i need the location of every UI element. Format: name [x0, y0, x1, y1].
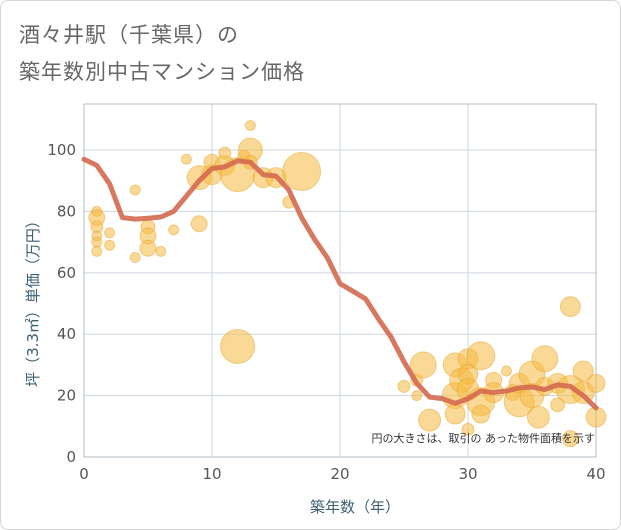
data-point [461, 422, 475, 436]
data-point [561, 430, 579, 448]
data-point [282, 152, 322, 192]
data-point [129, 251, 141, 263]
data-point [531, 345, 559, 373]
data-point [104, 227, 116, 239]
data-point [466, 341, 496, 371]
chart-title-line1: 酒々井駅（千葉県）の [19, 23, 239, 47]
data-point [129, 184, 141, 196]
data-point [471, 404, 491, 424]
plot-area-border [83, 103, 597, 458]
data-point [104, 239, 116, 251]
y-tick-label: 0 [66, 448, 76, 466]
data-point [180, 153, 192, 165]
x-tick-label: 30 [458, 465, 477, 483]
x-axis-title: 築年数（年） [310, 498, 400, 516]
size-note: 円の大きさは、取引の あった物件面積を示す [372, 431, 596, 445]
data-point [168, 224, 180, 236]
y-tick-label: 100 [47, 141, 76, 159]
data-point [91, 245, 103, 257]
data-point [155, 245, 167, 257]
data-point [409, 351, 437, 379]
data-point [190, 215, 208, 233]
data-point [418, 408, 442, 432]
axis-ticks: 0 10 20 30 40 0 20 40 60 80 100 [47, 141, 605, 483]
x-tick-label: 20 [330, 465, 349, 483]
data-point [220, 328, 256, 364]
data-point [139, 239, 157, 257]
data-point [397, 379, 411, 393]
transaction-bubbles [88, 119, 607, 448]
data-point [500, 365, 512, 377]
data-point [218, 146, 232, 160]
data-point [586, 373, 606, 393]
data-point [244, 119, 256, 131]
data-point [91, 236, 103, 248]
trend-line [81, 156, 599, 411]
data-point [526, 405, 550, 429]
y-tick-label: 80 [57, 202, 76, 220]
data-point [411, 390, 423, 402]
data-point [444, 403, 466, 425]
data-point [550, 397, 566, 413]
x-tick-label: 10 [202, 465, 221, 483]
x-tick-label: 40 [586, 465, 605, 483]
y-tick-label: 20 [57, 387, 76, 405]
x-tick-label: 0 [79, 465, 89, 483]
data-point [559, 296, 581, 318]
chart-title-line2: 築年数別中古マンション価格 [19, 60, 305, 84]
y-axis-title: 坪（3.3㎡）単価（万円） [24, 213, 42, 387]
y-tick-label: 40 [57, 325, 76, 343]
y-tick-label: 60 [57, 264, 76, 282]
